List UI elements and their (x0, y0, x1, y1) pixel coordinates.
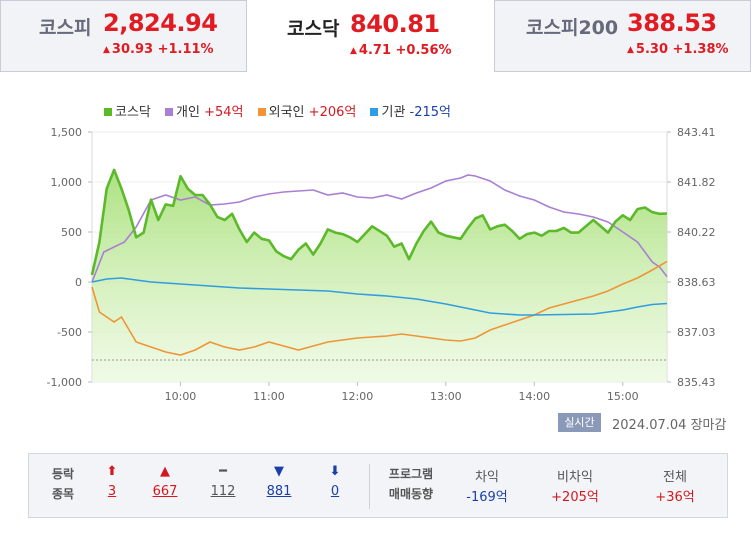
tab-kosdaq-value: 840.81 (350, 10, 440, 38)
rise-icon: ▲ (160, 464, 170, 479)
tab-kospi200[interactable]: 코스피200 388.53 ▲ 5.30 +1.38% (494, 0, 751, 72)
legend-value-institution: -215억 (409, 105, 452, 120)
x-tick-label: 11:00 (253, 390, 285, 403)
program-value-2: +36억 (655, 490, 695, 505)
timestamp: 2024.07.04 장마감 (612, 414, 726, 433)
x-tick-label: 14:00 (518, 390, 550, 403)
legend-swatch-individual (165, 108, 174, 116)
program-value-1: +205억 (551, 490, 599, 505)
legend-foreign[interactable]: 외국인 +206억 (257, 101, 357, 120)
program-label-1: 프로그램 (388, 467, 434, 481)
upper-limit-icon: ⬆ (106, 464, 118, 479)
index-tabs: 코스피 2,824.94 ▲ 30.93 +1.11% 코스닥 840.81 ▲ 4… (0, 0, 751, 72)
chart-legend: 코스닥 개인 +54억 외국인 +206억 기관 -215억 (104, 101, 461, 120)
legend-value-individual: +54억 (204, 105, 244, 120)
legend-label-individual: 개인 (176, 105, 200, 120)
tab-kospi200-name: 코스피200 (526, 17, 619, 39)
chart-axes: 1,500 1,000 500 0 -500 -1,000 843.41 841.82 840.… (47, 126, 716, 403)
session-text: 장마감 (690, 418, 727, 433)
y-left-tick-label: 1,500 (51, 126, 83, 139)
program-head-2: 전체 (663, 470, 687, 485)
y-right-tick-label: 835.43 (677, 376, 716, 389)
y-left-tick-label: 1,000 (51, 176, 83, 189)
breadth-label-2: 종목 (51, 487, 75, 501)
series-line-institution (91, 277, 668, 316)
program-head-0: 차익 (475, 470, 499, 485)
intraday-chart: 1,500 1,000 500 0 -500 -1,000 843.41 841.82 840.… (47, 126, 716, 403)
up-triangle-icon: ▲ (627, 45, 634, 55)
series-line-foreign (91, 260, 668, 356)
y-left-tick-label: -500 (57, 326, 82, 339)
legend-individual[interactable]: 개인 +54억 (165, 101, 244, 120)
program-head-1: 비차익 (557, 470, 593, 485)
y-right-tick-label: 843.41 (677, 126, 716, 139)
unchanged-icon: ━ (219, 464, 227, 479)
tab-kosdaq[interactable]: 코스닥 840.81 ▲ 4.71 +0.56% (247, 0, 494, 72)
tab-kospi-name: 코스피 (39, 17, 92, 39)
lower-limit-icon: ⬇ (329, 464, 341, 479)
x-tick-label: 13:00 (430, 390, 462, 403)
breadth-count-upper-limit[interactable]: 3 (107, 484, 117, 499)
chart-series (90, 168, 668, 382)
breadth-count-unchanged[interactable]: 112 (210, 484, 236, 499)
breadth-label-1: 등락 (51, 467, 75, 481)
tab-kospi200-value: 388.53 (627, 9, 717, 37)
legend-institution[interactable]: 기관 -215억 (370, 101, 451, 120)
legend-label-foreign: 외국인 (268, 105, 305, 120)
breadth-label: 등락 종목 (43, 464, 83, 504)
index-area (92, 169, 667, 382)
realtime-badge[interactable]: 실시간 (558, 413, 601, 432)
x-tick-label: 15:00 (607, 390, 639, 403)
tab-kospi[interactable]: 코스피 2,824.94 ▲ 30.93 +1.11% (0, 0, 247, 72)
series-line-individual (91, 174, 668, 283)
market-summary-panel: 등락 종목 ⬆ 3 ▲ 667 ━ 112 ▼ 881 ⬇ 0 프로그램 매매동향 차익 -169억… (28, 453, 728, 518)
tab-kosdaq-change-text: 4.71 +0.56% (358, 43, 452, 58)
tab-kospi-change: ▲ 30.93 +1.11% (103, 42, 214, 57)
legend-label-institution: 기관 (381, 105, 406, 120)
y-right-tick-label: 837.03 (677, 326, 716, 339)
x-tick-label: 10:00 (165, 390, 197, 403)
tab-kosdaq-change: ▲ 4.71 +0.56% (350, 43, 452, 58)
tab-kospi200-change-text: 5.30 +1.38% (635, 42, 729, 57)
tab-kospi-change-text: 30.93 +1.11% (111, 42, 214, 57)
tab-kospi-value: 2,824.94 (103, 9, 218, 37)
series-line-index (90, 168, 668, 276)
divider (369, 464, 370, 509)
y-left-tick-label: -1,000 (47, 376, 82, 389)
legend-label-index: 코스닥 (115, 105, 151, 120)
y-right-tick-label: 841.82 (677, 176, 716, 189)
program-label-2: 매매동향 (388, 487, 434, 501)
breadth-count-fall[interactable]: 881 (266, 484, 292, 499)
fall-icon: ▼ (274, 464, 284, 479)
y-left-tick-label: 0 (75, 276, 82, 289)
date-text: 2024.07.04 (612, 418, 687, 433)
legend-swatch-index (104, 108, 112, 116)
legend-index[interactable]: 코스닥 (104, 101, 151, 120)
tab-kosdaq-name: 코스닥 (287, 18, 340, 40)
y-right-tick-label: 840.22 (677, 226, 716, 239)
up-triangle-icon: ▲ (350, 46, 357, 56)
program-value-0: -169억 (466, 490, 508, 505)
breadth-count-rise[interactable]: 667 (152, 484, 178, 499)
legend-swatch-foreign (257, 108, 266, 116)
legend-swatch-institution (370, 108, 379, 116)
y-right-tick-label: 838.63 (677, 276, 716, 289)
tab-kospi200-change: ▲ 5.30 +1.38% (627, 42, 729, 57)
up-triangle-icon: ▲ (103, 45, 110, 55)
x-tick-label: 12:00 (342, 390, 374, 403)
legend-value-foreign: +206억 (308, 105, 357, 120)
breadth-count-lower-limit[interactable]: 0 (330, 484, 340, 499)
y-left-tick-label: 500 (61, 226, 82, 239)
program-label: 프로그램 매매동향 (381, 464, 441, 504)
